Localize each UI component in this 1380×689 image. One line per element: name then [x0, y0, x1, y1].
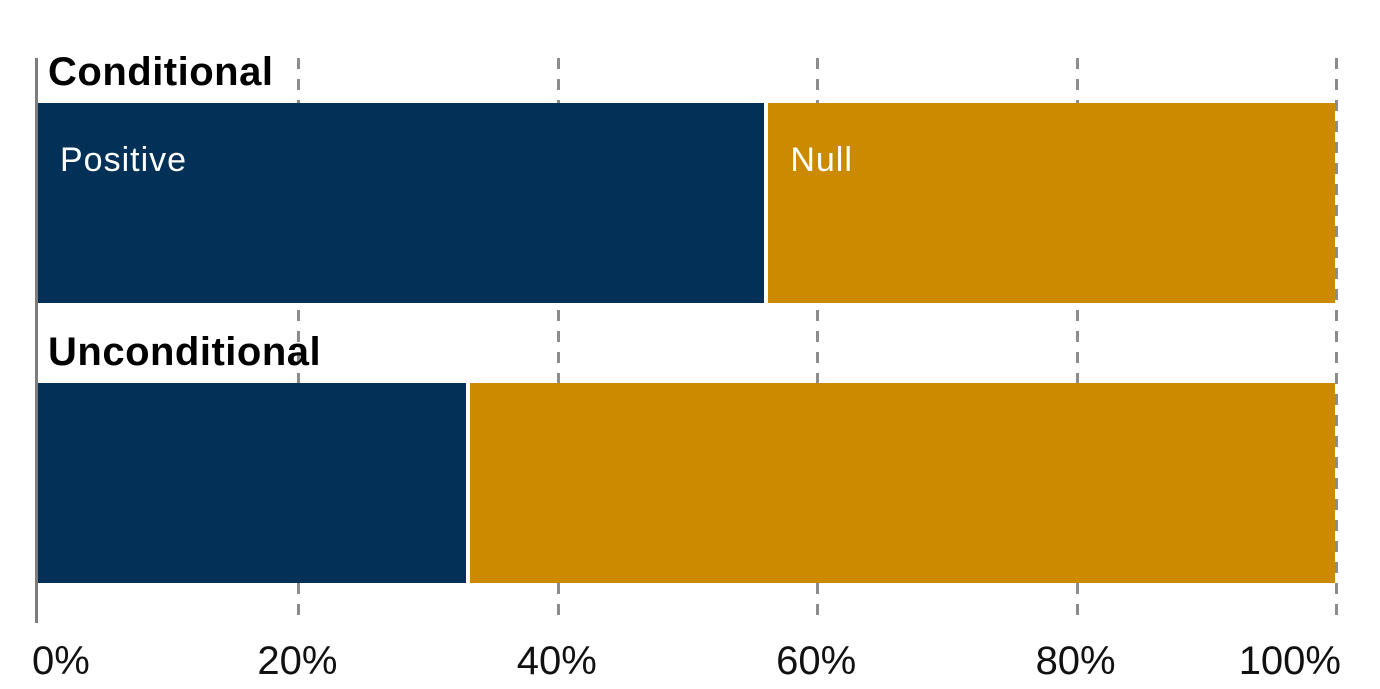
bar-segment-unconditional-null [470, 383, 1335, 583]
category-label-conditional: Conditional [48, 50, 274, 94]
gridline-60pct [816, 58, 820, 623]
x-tick-label-40pct: 40% [516, 639, 597, 683]
x-axis-labels: 0% 20% 40% 60% 80% 100% [0, 639, 1380, 689]
x-tick-label-20pct: 20% [257, 639, 338, 683]
category-label-unconditional: Unconditional [48, 330, 322, 374]
x-tick-label-60pct: 60% [776, 639, 857, 683]
segment-label-positive: Positive [60, 141, 188, 179]
bar-segment-unconditional-positive [38, 383, 470, 583]
gridline-20pct [297, 58, 301, 623]
gridline-40pct [556, 58, 560, 623]
x-tick-label-100pct: 100% [1238, 639, 1341, 683]
segment-label-null: Null [790, 141, 853, 179]
bar-segment-conditional-null: Null [768, 103, 1335, 303]
y-axis-line [35, 58, 38, 623]
gridline-80pct [1075, 58, 1079, 623]
bar-segment-conditional-positive: Positive [38, 103, 769, 303]
x-tick-label-0pct: 0% [32, 639, 90, 683]
gridline-100pct [1335, 58, 1338, 623]
bar-unconditional [38, 383, 1335, 583]
bar-conditional: Positive Null [38, 103, 1335, 303]
x-tick-label-80pct: 80% [1035, 639, 1116, 683]
